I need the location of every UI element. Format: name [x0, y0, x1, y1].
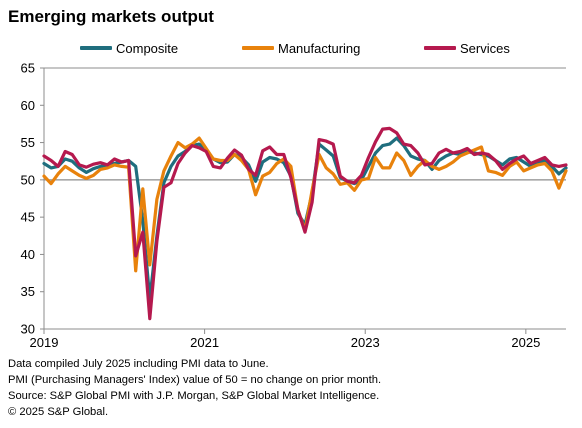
legend-item-services: Services	[424, 38, 510, 58]
line-chart: 30 35 40 45 50 55 60 65 2019 2021 2023 2025	[21, 61, 568, 350]
legend-swatch-composite	[80, 46, 112, 50]
legend-label-composite: Composite	[116, 40, 179, 56]
x-tick-label: 2019	[30, 335, 59, 350]
legend-swatch-services	[424, 46, 456, 50]
chart-footnotes: Data compiled July 2025 including PMI da…	[8, 356, 381, 420]
legend-label-services: Services	[460, 40, 510, 56]
x-tick-label: 2021	[190, 335, 219, 350]
y-tick-label: 40	[21, 247, 35, 262]
x-tick-label: 2025	[511, 335, 540, 350]
series-line-services	[42, 126, 568, 321]
legend-item-manufacturing: Manufacturing	[242, 38, 360, 58]
y-tick-label: 35	[21, 284, 35, 299]
y-tick-label: 65	[21, 61, 35, 76]
chart-legend: Composite Manufacturing Services	[0, 38, 582, 58]
y-tick-label: 45	[21, 210, 35, 225]
chart-title: Emerging markets output	[8, 7, 214, 26]
footnote-source: Source: S&P Global PMI with J.P. Morgan,…	[8, 390, 380, 402]
legend-swatch-manufacturing	[242, 46, 274, 50]
footnote-copyright: © 2025 S&P Global.	[8, 406, 109, 418]
y-tick-label: 55	[21, 135, 35, 150]
footnote-pmi-definition: PMI (Purchasing Managers' Index) value o…	[8, 374, 382, 386]
legend-label-manufacturing: Manufacturing	[278, 40, 361, 56]
x-tick-label: 2023	[351, 335, 380, 350]
footnote-data-compiled: Data compiled July 2025 including PMI da…	[8, 358, 269, 370]
legend-item-composite: Composite	[80, 38, 178, 58]
series-line-manufacturing	[42, 136, 568, 273]
y-tick-label: 50	[21, 172, 35, 187]
y-tick-label: 30	[21, 322, 35, 337]
y-tick-label: 60	[21, 98, 35, 113]
